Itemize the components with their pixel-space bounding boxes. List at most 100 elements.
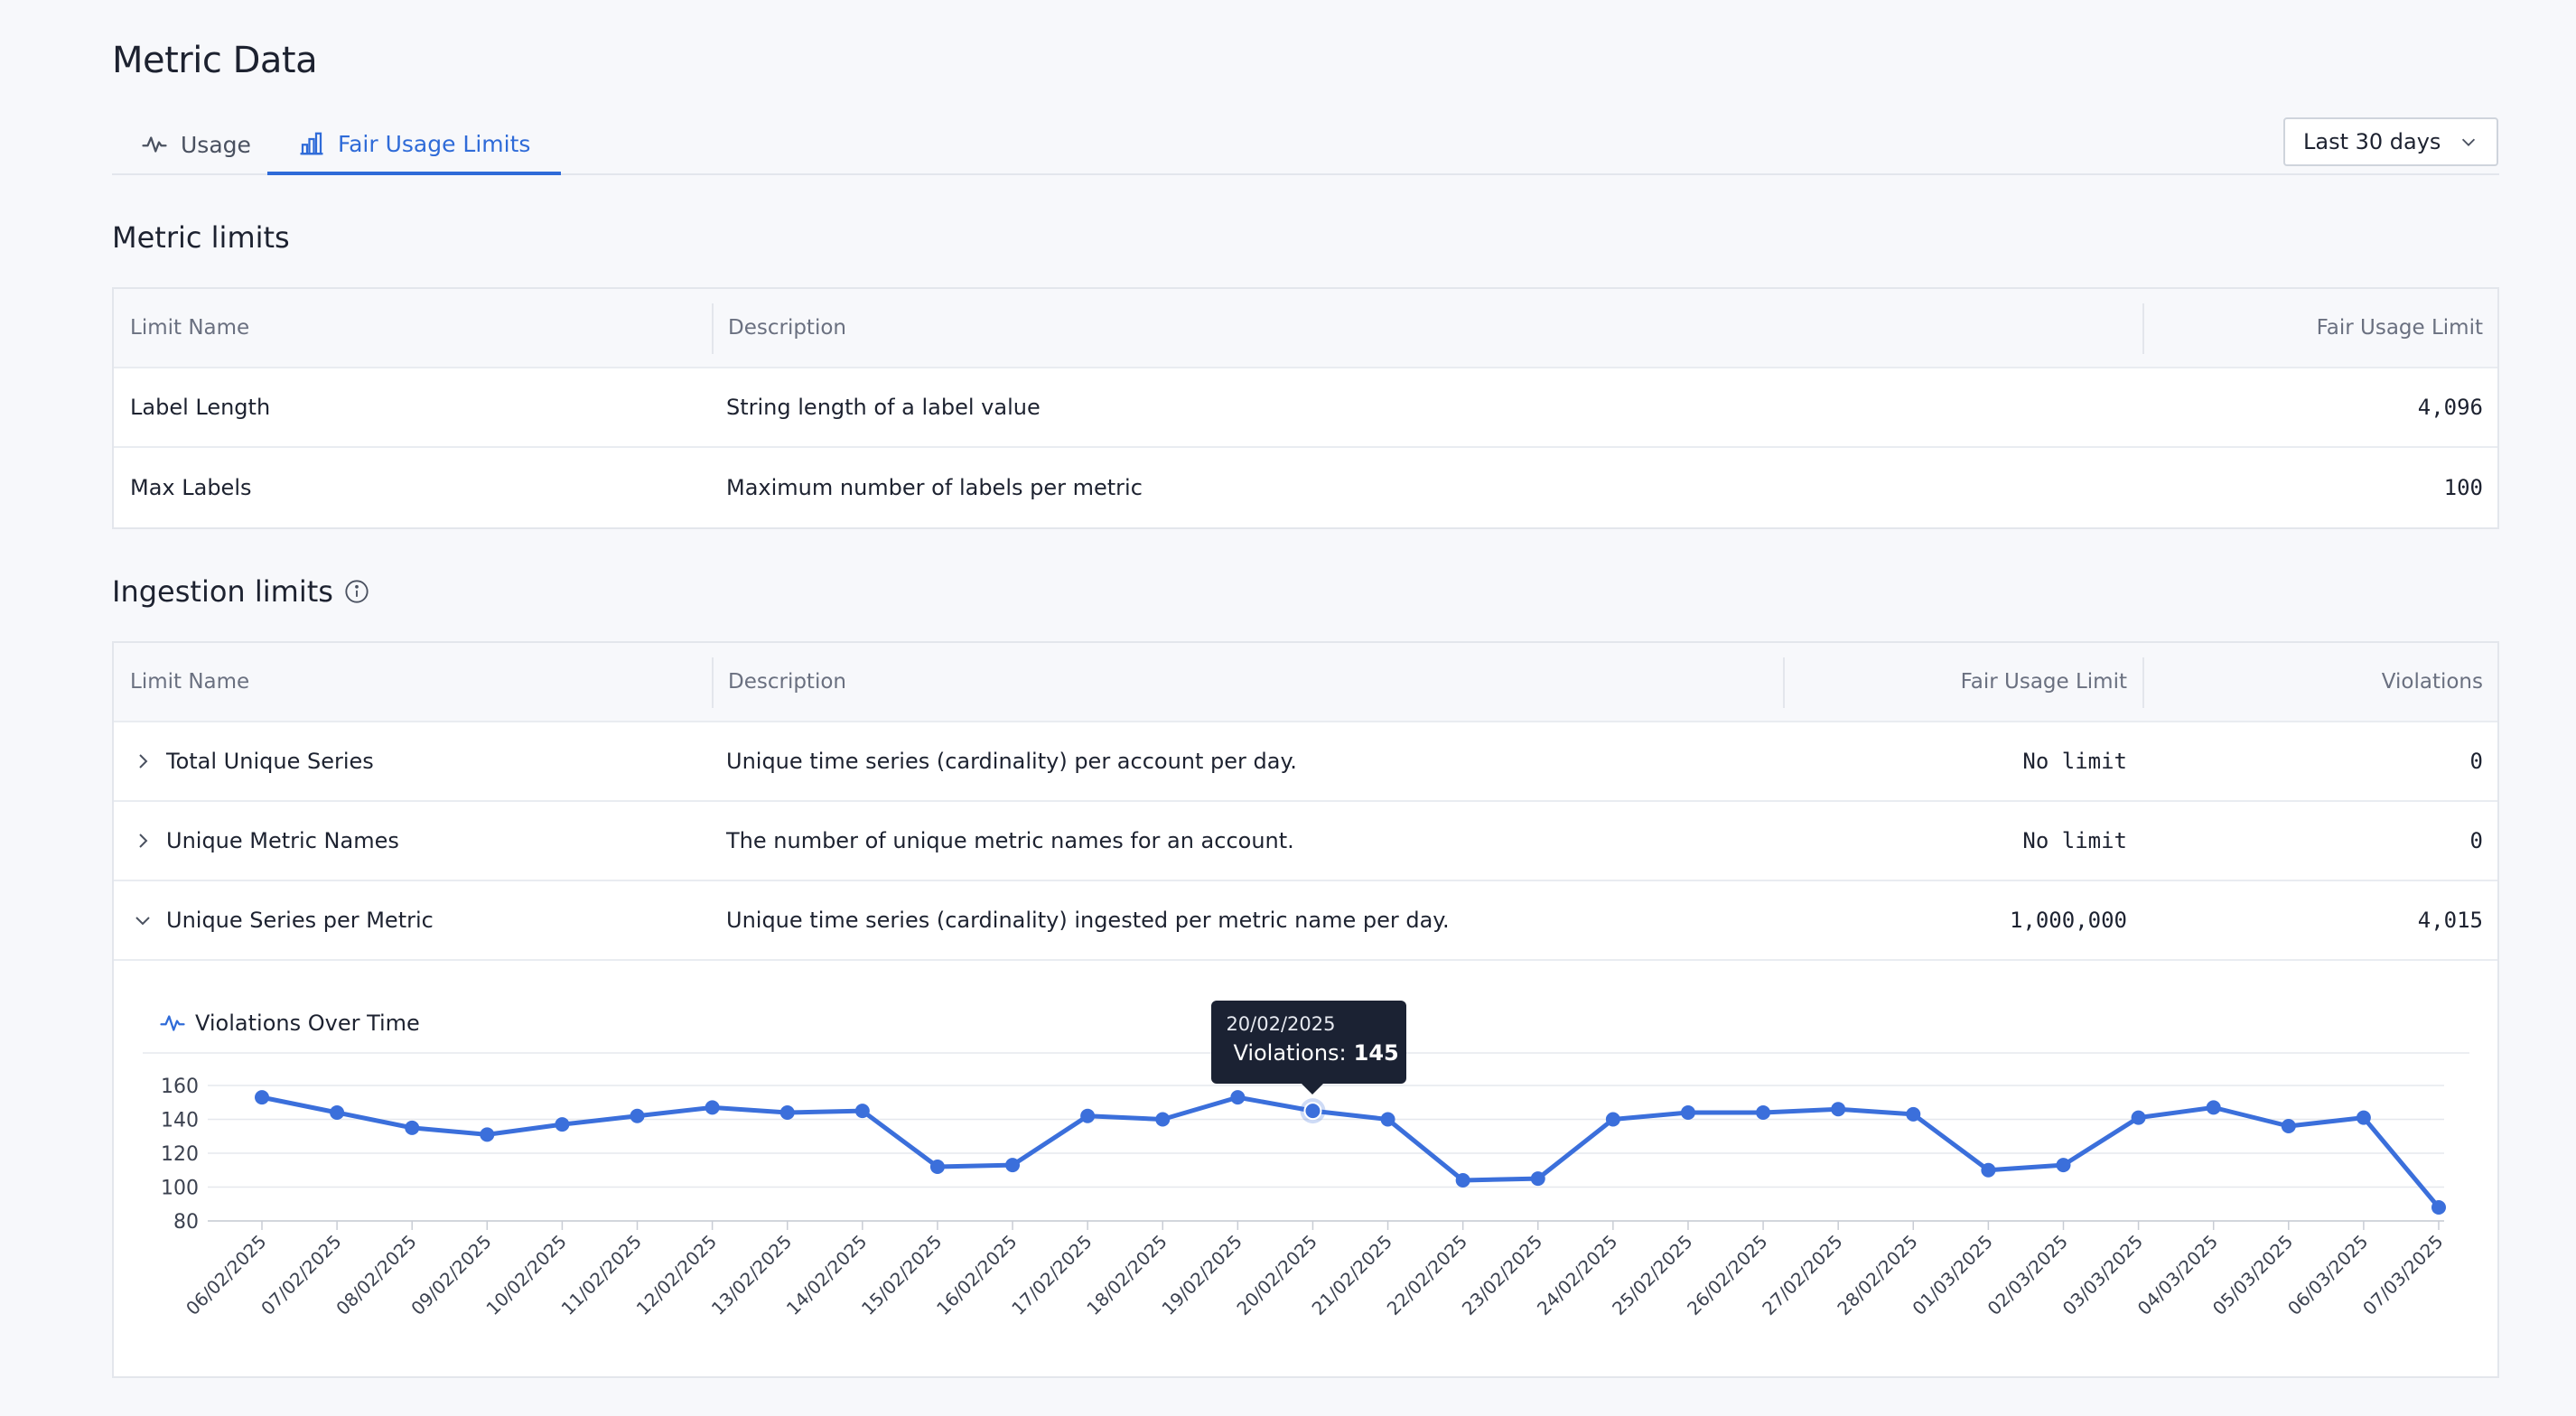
ingestion-limits-table: Limit Name Description Fair Usage Limit … bbox=[112, 641, 2499, 1378]
data-point bbox=[255, 1090, 269, 1105]
tab-fair-usage-limits[interactable]: Fair Usage Limits bbox=[267, 116, 562, 175]
data-point bbox=[1005, 1158, 1021, 1173]
info-icon[interactable] bbox=[344, 579, 369, 604]
limit-name: Unique Series per Metric bbox=[166, 908, 434, 933]
tooltip-value: 145 bbox=[1353, 1040, 1399, 1067]
data-point bbox=[2206, 1100, 2221, 1115]
limit-value: 100 bbox=[2443, 475, 2483, 500]
row-name-cell: Unique Series per Metric bbox=[132, 881, 434, 959]
data-point bbox=[1605, 1112, 1620, 1127]
tab-fair-usage-limits-label: Fair Usage Limits bbox=[338, 130, 531, 157]
x-tick-label: 07/02/2025 bbox=[257, 1231, 345, 1319]
x-tick-label: 06/02/2025 bbox=[182, 1231, 270, 1319]
series-line bbox=[261, 1095, 2441, 1209]
x-tick-label: 28/02/2025 bbox=[1833, 1231, 1921, 1319]
x-tick-label: 16/02/2025 bbox=[932, 1231, 1021, 1319]
data-point bbox=[480, 1127, 495, 1142]
tab-bar: Usage Fair Usage Limits bbox=[112, 116, 2499, 175]
column-header-fair-usage-limit: Fair Usage Limit bbox=[2316, 316, 2483, 340]
data-point bbox=[2356, 1110, 2371, 1125]
x-tick-label: 06/03/2025 bbox=[2283, 1231, 2372, 1319]
violations-line-chart[interactable]: 160 140 120 100 8006/02/202507/02/202508/02/… bbox=[143, 995, 2469, 1353]
tab-usage[interactable]: Usage bbox=[141, 116, 251, 173]
column-divider bbox=[1783, 657, 1785, 708]
x-tick-label: 17/02/2025 bbox=[1007, 1231, 1096, 1319]
y-tick-label: 80 bbox=[173, 1211, 199, 1234]
x-tick-label: 20/02/2025 bbox=[1232, 1231, 1321, 1319]
violations-value: 4,015 bbox=[2417, 908, 2483, 933]
x-tick-label: 09/02/2025 bbox=[406, 1231, 495, 1319]
limit-name: Unique Metric Names bbox=[166, 828, 399, 853]
column-header-limit-name: Limit Name bbox=[130, 316, 250, 340]
violations-value: 0 bbox=[2469, 749, 2483, 774]
y-tick-label: 120 bbox=[161, 1143, 199, 1166]
limit-description: Unique time series (cardinality) per acc… bbox=[726, 749, 1297, 774]
column-divider bbox=[2142, 657, 2144, 708]
x-tick-label: 24/02/2025 bbox=[1533, 1231, 1621, 1319]
table-row: Max Labels Maximum number of labels per … bbox=[114, 448, 2497, 527]
column-divider bbox=[712, 303, 714, 354]
column-divider bbox=[2142, 303, 2144, 354]
time-range-select[interactable]: Last 30 days bbox=[2283, 117, 2498, 166]
metric-limits-table: Limit Name Description Fair Usage Limit … bbox=[112, 287, 2499, 529]
data-point bbox=[2431, 1200, 2446, 1215]
chevron-right-icon[interactable] bbox=[132, 750, 154, 772]
x-tick-label: 10/02/2025 bbox=[481, 1231, 570, 1319]
limit-value: No limit bbox=[2022, 749, 2127, 774]
x-tick-label: 05/03/2025 bbox=[2208, 1231, 2297, 1319]
chevron-right-icon[interactable] bbox=[132, 830, 154, 852]
ingestion-limits-heading: Ingestion limits bbox=[112, 574, 369, 609]
activity-icon bbox=[142, 136, 167, 153]
limit-description: String length of a label value bbox=[726, 395, 1041, 420]
data-point bbox=[705, 1100, 720, 1115]
y-tick-label: 140 bbox=[161, 1110, 199, 1132]
chart-tooltip: 20/02/2025 Violations: 145 bbox=[1211, 1001, 1407, 1095]
data-point bbox=[1906, 1106, 1921, 1122]
bar-chart-icon bbox=[300, 132, 323, 155]
metric-limits-heading: Metric limits bbox=[112, 220, 290, 255]
x-tick-label: 14/02/2025 bbox=[782, 1231, 871, 1319]
tooltip-label: Violations: bbox=[1233, 1040, 1347, 1067]
x-tick-label: 15/02/2025 bbox=[857, 1231, 946, 1319]
column-divider bbox=[712, 657, 714, 708]
time-range-value: Last 30 days bbox=[2303, 129, 2441, 154]
activity-icon bbox=[160, 1015, 185, 1031]
limit-description: The number of unique metric names for an… bbox=[726, 828, 1294, 853]
data-point bbox=[1230, 1090, 1246, 1105]
chevron-down-icon[interactable] bbox=[132, 909, 154, 931]
data-point bbox=[779, 1105, 795, 1120]
limit-name: Total Unique Series bbox=[166, 749, 374, 774]
data-point bbox=[1831, 1102, 1846, 1117]
data-point bbox=[1080, 1108, 1096, 1123]
limit-value: 4,096 bbox=[2417, 395, 2483, 420]
data-point bbox=[929, 1160, 945, 1174]
chart-title-text: Violations Over Time bbox=[195, 1011, 420, 1036]
y-tick-label: 160 bbox=[161, 1076, 199, 1098]
table-header: Limit Name Description Fair Usage Limit … bbox=[114, 643, 2497, 722]
data-point bbox=[2131, 1110, 2146, 1125]
data-point bbox=[1756, 1105, 1771, 1120]
chart-title: Violations Over Time bbox=[159, 1010, 420, 1037]
violations-value: 0 bbox=[2469, 828, 2483, 853]
table-row[interactable]: Unique Metric Names The number of unique… bbox=[114, 802, 2497, 881]
row-name-cell: Unique Metric Names bbox=[132, 802, 399, 880]
data-point bbox=[854, 1104, 870, 1119]
table-row[interactable]: Unique Series per Metric Unique time ser… bbox=[114, 881, 2497, 961]
ingestion-limits-title: Ingestion limits bbox=[112, 574, 333, 609]
column-header-description: Description bbox=[728, 670, 846, 694]
x-tick-label: 22/02/2025 bbox=[1383, 1231, 1471, 1319]
column-header-limit-name: Limit Name bbox=[130, 670, 250, 694]
data-point bbox=[630, 1108, 645, 1123]
data-point bbox=[1455, 1173, 1470, 1188]
page-title: Metric Data bbox=[112, 40, 318, 81]
x-tick-label: 13/02/2025 bbox=[707, 1231, 796, 1319]
x-tick-label: 08/02/2025 bbox=[331, 1231, 420, 1319]
table-row[interactable]: Total Unique Series Unique time series (… bbox=[114, 722, 2497, 802]
x-tick-label: 26/02/2025 bbox=[1683, 1231, 1771, 1319]
x-tick-label: 04/03/2025 bbox=[2133, 1231, 2222, 1319]
column-header-violations: Violations bbox=[2381, 670, 2483, 694]
data-point bbox=[1380, 1112, 1395, 1127]
y-tick-label: 100 bbox=[161, 1178, 199, 1200]
x-tick-label: 11/02/2025 bbox=[557, 1231, 646, 1319]
